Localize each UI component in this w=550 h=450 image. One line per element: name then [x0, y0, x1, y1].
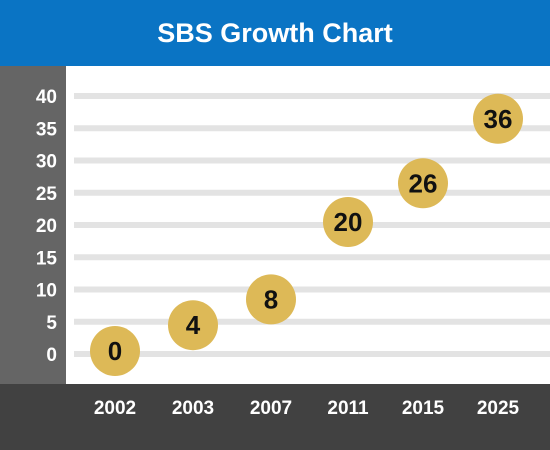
- data-point-marker: [246, 274, 296, 325]
- y-tick-label-10: 10: [36, 281, 57, 302]
- y-axis-ticks: 0 5 10 15 20 25 30 35 40: [36, 87, 58, 366]
- x-tick-label-2015: 2015: [402, 398, 445, 419]
- gridlines: [74, 93, 550, 357]
- x-tick-label-2011: 2011: [327, 398, 369, 419]
- y-axis-panel: [0, 66, 66, 384]
- data-points: 0 4 8 20 26 36: [90, 93, 523, 376]
- data-point-2002: 0: [90, 326, 140, 376]
- data-point-marker: [398, 158, 448, 209]
- x-tick-label-2025: 2025: [477, 398, 520, 419]
- y-tick-label-35: 35: [36, 119, 58, 140]
- data-label: 20: [334, 207, 363, 237]
- data-point-marker: [90, 326, 140, 376]
- y-tick-label-20: 20: [36, 216, 57, 237]
- x-axis-panel: [0, 384, 550, 450]
- y-tick-label-40: 40: [36, 87, 57, 108]
- data-point-marker: [168, 300, 218, 351]
- y-tick-label-0: 0: [46, 345, 57, 366]
- x-axis-ticks: 2002 2003 2007 2011 2015 2025: [94, 398, 520, 419]
- data-point-2011: 20: [323, 197, 373, 247]
- y-tick-label-15: 15: [36, 248, 58, 269]
- x-tick-label-2007: 2007: [250, 398, 292, 419]
- data-point-2015: 26: [398, 158, 448, 209]
- data-point-marker: [323, 197, 373, 247]
- data-point-2025: 36: [473, 93, 523, 144]
- data-label: 36: [484, 104, 513, 134]
- y-tick-label-25: 25: [36, 184, 58, 205]
- y-tick-label-30: 30: [36, 152, 57, 173]
- x-tick-label-2003: 2003: [172, 398, 214, 419]
- data-point-marker: [473, 93, 523, 144]
- x-tick-label-2002: 2002: [94, 398, 136, 419]
- data-label: 0: [108, 336, 122, 366]
- data-label: 26: [409, 168, 438, 198]
- data-point-2003: 4: [168, 300, 218, 351]
- data-label: 8: [264, 284, 278, 314]
- y-tick-label-5: 5: [46, 313, 57, 334]
- data-label: 4: [186, 310, 201, 340]
- chart-title: SBS Growth Chart: [0, 0, 550, 66]
- data-point-2007: 8: [246, 274, 296, 325]
